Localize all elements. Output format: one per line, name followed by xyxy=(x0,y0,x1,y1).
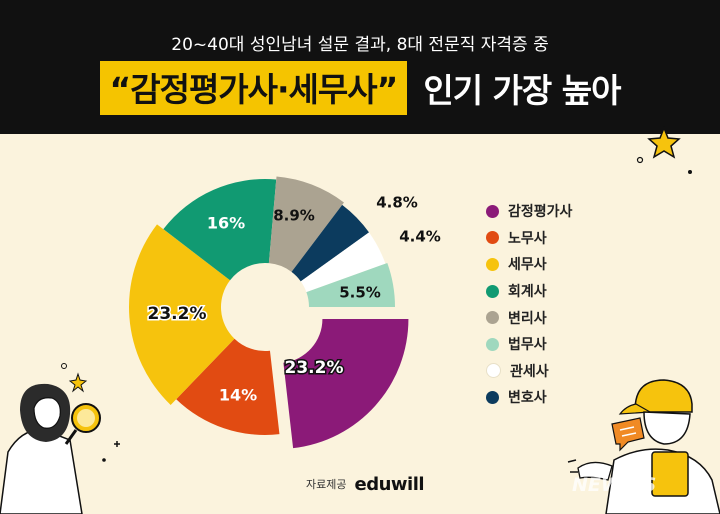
pie-slice xyxy=(283,318,409,449)
legend-label: 노무사 xyxy=(508,230,547,247)
pie-slice xyxy=(291,204,370,282)
slice-labels: 23.2% 14% 23.2% 16% 8.9% 4.8% 4.4% 5.5% xyxy=(146,194,441,405)
title-rest: 인기 가장 높아 xyxy=(423,71,621,110)
slice-value-label: 23.2% xyxy=(285,358,344,378)
pie-slice xyxy=(163,178,277,281)
legend-item: 회계사 xyxy=(486,278,636,305)
legend-dot xyxy=(486,390,499,404)
source-label: 자료제공 xyxy=(306,478,347,491)
title-highlight: “감정평가사·세무사” xyxy=(99,61,408,115)
star-icon xyxy=(647,125,681,159)
chart-legend: 감정평가사 노무사 세무사 회계사 변리사 법무사 관세사 변호사 xyxy=(486,198,636,411)
legend-item: 세무사 xyxy=(486,251,636,278)
legend-item: 노무사 xyxy=(486,225,636,252)
dot-icon xyxy=(688,170,692,174)
legend-item: 관세사 xyxy=(486,358,636,385)
legend-dot xyxy=(486,337,499,351)
legend-item: 변리사 xyxy=(486,304,636,331)
slice-value-label: 23.2% xyxy=(148,304,207,324)
legend-item: 감정평가사 xyxy=(486,198,636,225)
slice-value-label: 14% xyxy=(219,386,257,405)
legend-label: 감정평가사 xyxy=(508,204,573,221)
slice-value-label: 16% xyxy=(207,214,245,233)
legend-label: 변리사 xyxy=(508,310,547,327)
header-banner: 20~40대 성인남녀 설문 결과, 8대 전문직 자격증 중 “감정평가사·세… xyxy=(0,0,720,134)
slice-value-label: 8.9% xyxy=(273,207,315,225)
legend-dot xyxy=(486,231,499,245)
sparkle-icon xyxy=(68,372,88,393)
pie-slice xyxy=(306,262,395,307)
pie-slice xyxy=(176,338,280,435)
legend-label: 회계사 xyxy=(508,284,547,301)
dot-icon xyxy=(636,156,644,164)
slice-value-label: 5.5% xyxy=(339,284,381,302)
header-subtitle: 20~40대 성인남녀 설문 결과, 8대 전문직 자격증 중 xyxy=(171,35,549,55)
eduwill-logo: eduwill xyxy=(354,473,425,495)
woman-illustration xyxy=(0,363,120,514)
legend-label: 법무사 xyxy=(508,337,547,354)
pie-slice xyxy=(300,232,386,293)
legend-label: 관세사 xyxy=(510,363,549,380)
pie-slice xyxy=(129,224,235,405)
pie-slice xyxy=(268,176,344,272)
legend-label: 변호사 xyxy=(508,390,547,407)
legend-label: 세무사 xyxy=(508,257,547,274)
legend-dot xyxy=(486,284,499,298)
legend-dot xyxy=(486,363,501,379)
legend-item: 변호사 xyxy=(486,384,636,411)
source-credit: 자료제공 eduwill xyxy=(306,472,425,496)
header-title: “감정평가사·세무사” 인기 가장 높아 xyxy=(0,61,720,115)
legend-dot xyxy=(486,311,499,325)
newsis-watermark: NEWSIS xyxy=(572,474,657,496)
legend-dot xyxy=(486,257,499,271)
slice-value-label: 4.4% xyxy=(399,228,441,246)
legend-item: 법무사 xyxy=(486,331,636,358)
legend-dot xyxy=(486,204,499,218)
slice-value-label: 4.8% xyxy=(376,194,418,212)
donut-chart xyxy=(129,176,409,449)
man-illustration xyxy=(567,379,720,514)
